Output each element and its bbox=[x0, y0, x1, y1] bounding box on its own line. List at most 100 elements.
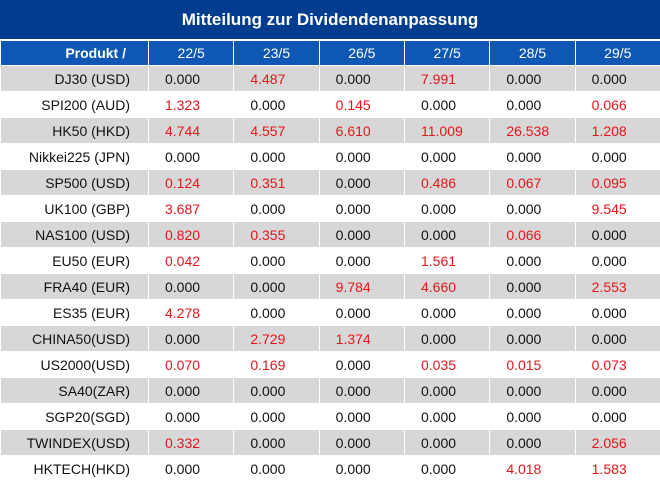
value-cell: 26.538 bbox=[489, 117, 576, 144]
value-cell: 0.000 bbox=[318, 377, 405, 404]
value-cell: 0.000 bbox=[489, 403, 576, 430]
value-cell: 0.000 bbox=[147, 65, 235, 92]
value-cell: 0.000 bbox=[489, 247, 576, 274]
value-cell: 0.000 bbox=[403, 377, 491, 404]
product-cell: UK100 (GBP) bbox=[0, 195, 149, 222]
value-cell: 1.561 bbox=[403, 247, 491, 274]
table-row: Nikkei225 (JPN) 0.000 0.000 0.000 0.000 0.000… bbox=[0, 143, 660, 170]
value-cell: 11.009 bbox=[403, 117, 491, 144]
value-cell: 0.000 bbox=[489, 299, 576, 326]
value-cell: 0.820 bbox=[147, 221, 235, 248]
value-cell: 0.066 bbox=[489, 221, 576, 248]
value-cell: 9.784 bbox=[318, 273, 405, 300]
value-cell: 0.000 bbox=[489, 65, 576, 92]
value-cell: 4.278 bbox=[147, 299, 235, 326]
value-cell: 1.208 bbox=[574, 117, 660, 144]
value-cell: 0.000 bbox=[318, 351, 405, 378]
product-cell: TWINDEX(USD) bbox=[0, 429, 149, 456]
value-cell: 0.000 bbox=[574, 377, 660, 404]
value-cell: 0.000 bbox=[318, 65, 405, 92]
value-cell: 0.000 bbox=[318, 403, 405, 430]
value-cell: 0.015 bbox=[489, 351, 576, 378]
value-cell: 0.000 bbox=[233, 143, 320, 170]
value-cell: 0.000 bbox=[489, 195, 576, 222]
table-header: Produkt / 22/5 23/5 26/5 27/5 28/5 29/5 bbox=[0, 40, 660, 66]
value-cell: 1.583 bbox=[574, 455, 660, 482]
column-header-date: 26/5 bbox=[318, 40, 405, 66]
product-cell: EU50 (EUR) bbox=[0, 247, 149, 274]
value-cell: 4.487 bbox=[233, 65, 320, 92]
value-cell: 0.000 bbox=[318, 169, 405, 196]
table-row: SA40(ZAR) 0.000 0.000 0.000 0.000 0.000 0.000 bbox=[0, 377, 660, 404]
product-cell: SPI200 (AUD) bbox=[0, 91, 149, 118]
table-row: US2000(USD) 0.070 0.169 0.000 0.035 0.015 0.07… bbox=[0, 351, 660, 378]
value-cell: 0.000 bbox=[489, 377, 576, 404]
value-cell: 0.000 bbox=[403, 91, 491, 118]
table-row: ES35 (EUR) 4.278 0.000 0.000 0.000 0.000 0.000 bbox=[0, 299, 660, 326]
value-cell: 0.351 bbox=[233, 169, 320, 196]
value-cell: 0.066 bbox=[574, 91, 660, 118]
value-cell: 0.000 bbox=[318, 143, 405, 170]
table-row: NAS100 (USD) 0.820 0.355 0.000 0.000 0.066 0.0… bbox=[0, 221, 660, 248]
dividend-table: Produkt / 22/5 23/5 26/5 27/5 28/5 29/5 … bbox=[0, 40, 660, 482]
value-cell: 0.000 bbox=[318, 247, 405, 274]
value-cell: 0.095 bbox=[574, 169, 660, 196]
product-cell: FRA40 (EUR) bbox=[0, 273, 149, 300]
value-cell: 0.042 bbox=[147, 247, 235, 274]
table-row: FRA40 (EUR) 0.000 0.000 9.784 4.660 0.000 2.55… bbox=[0, 273, 660, 300]
value-cell: 0.000 bbox=[574, 299, 660, 326]
value-cell: 0.000 bbox=[318, 429, 405, 456]
value-cell: 0.000 bbox=[403, 455, 491, 482]
table-row: HKTECH(HKD) 0.000 0.000 0.000 0.000 4.018 1.58… bbox=[0, 455, 660, 482]
value-cell: 0.000 bbox=[318, 195, 405, 222]
table-row: SPI200 (AUD) 1.323 0.000 0.145 0.000 0.000 0.0… bbox=[0, 91, 660, 118]
value-cell: 0.355 bbox=[233, 221, 320, 248]
value-cell: 0.000 bbox=[403, 221, 491, 248]
value-cell: 0.145 bbox=[318, 91, 405, 118]
product-cell: US2000(USD) bbox=[0, 351, 149, 378]
value-cell: 0.000 bbox=[403, 195, 491, 222]
value-cell: 4.744 bbox=[147, 117, 235, 144]
value-cell: 0.000 bbox=[233, 455, 320, 482]
value-cell: 0.000 bbox=[489, 91, 576, 118]
product-cell: ES35 (EUR) bbox=[0, 299, 149, 326]
value-cell: 0.000 bbox=[233, 195, 320, 222]
value-cell: 0.000 bbox=[147, 143, 235, 170]
value-cell: 0.000 bbox=[574, 325, 660, 352]
value-cell: 0.000 bbox=[318, 221, 405, 248]
value-cell: 0.000 bbox=[318, 299, 405, 326]
value-cell: 0.000 bbox=[233, 91, 320, 118]
value-cell: 3.687 bbox=[147, 195, 235, 222]
value-cell: 0.000 bbox=[403, 299, 491, 326]
value-cell: 0.000 bbox=[147, 377, 235, 404]
value-cell: 0.000 bbox=[147, 325, 235, 352]
value-cell: 2.553 bbox=[574, 273, 660, 300]
table-row: SGP20(SGD) 0.000 0.000 0.000 0.000 0.000 0.000 bbox=[0, 403, 660, 430]
value-cell: 0.000 bbox=[147, 455, 235, 482]
value-cell: 0.000 bbox=[574, 403, 660, 430]
column-header-date: 27/5 bbox=[403, 40, 491, 66]
product-cell: Nikkei225 (JPN) bbox=[0, 143, 149, 170]
page-title: Mitteilung zur Dividendenanpassung bbox=[0, 0, 660, 40]
product-cell: HK50 (HKD) bbox=[0, 117, 149, 144]
column-header-product: Produkt / bbox=[0, 40, 149, 66]
value-cell: 0.000 bbox=[489, 273, 576, 300]
value-cell: 4.557 bbox=[233, 117, 320, 144]
value-cell: 0.332 bbox=[147, 429, 235, 456]
value-cell: 1.323 bbox=[147, 91, 235, 118]
value-cell: 0.000 bbox=[233, 299, 320, 326]
table-row: UK100 (GBP) 3.687 0.000 0.000 0.000 0.000 9.54… bbox=[0, 195, 660, 222]
table-row: HK50 (HKD) 4.744 4.557 6.610 11.009 26.538 1.2… bbox=[0, 117, 660, 144]
value-cell: 0.124 bbox=[147, 169, 235, 196]
header-row: Produkt / 22/5 23/5 26/5 27/5 28/5 29/5 bbox=[0, 40, 660, 66]
product-cell: HKTECH(HKD) bbox=[0, 455, 149, 482]
value-cell: 0.000 bbox=[233, 377, 320, 404]
value-cell: 0.000 bbox=[318, 455, 405, 482]
value-cell: 6.610 bbox=[318, 117, 405, 144]
value-cell: 0.073 bbox=[574, 351, 660, 378]
value-cell: 0.000 bbox=[489, 325, 576, 352]
value-cell: 0.000 bbox=[574, 221, 660, 248]
table-row: DJ30 (USD) 0.000 4.487 0.000 7.991 0.000 0.000 bbox=[0, 65, 660, 92]
product-cell: CHINA50(USD) bbox=[0, 325, 149, 352]
